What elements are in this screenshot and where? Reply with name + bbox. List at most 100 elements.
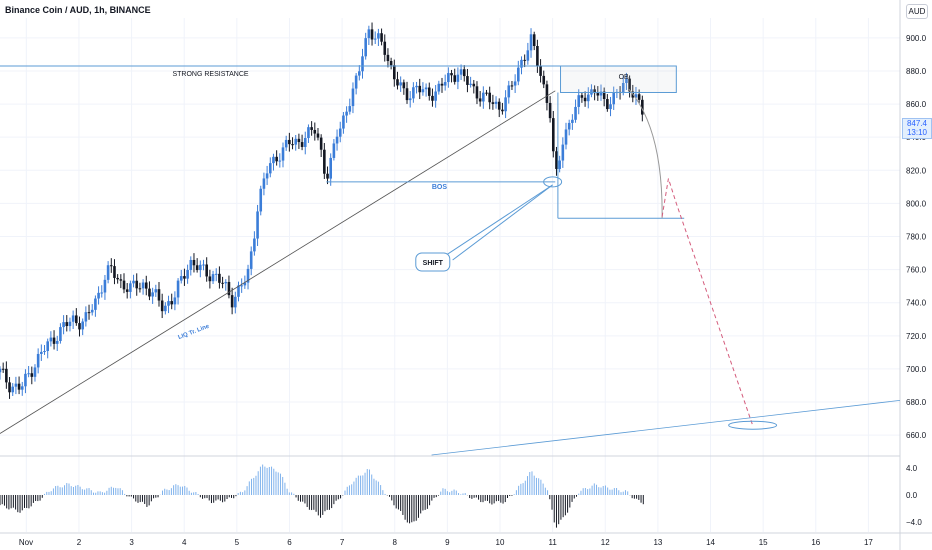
candle-body bbox=[281, 147, 285, 161]
candle-body bbox=[94, 298, 97, 310]
x-tick-label: Nov bbox=[19, 538, 33, 547]
candle-body bbox=[472, 83, 476, 87]
y-tick-label: 900.0 bbox=[906, 34, 927, 43]
candle-body bbox=[380, 33, 383, 42]
shift-pointer-1 bbox=[444, 184, 553, 257]
candle-body bbox=[243, 282, 247, 286]
candle-body bbox=[621, 83, 625, 93]
candle-body bbox=[462, 69, 466, 77]
candle-body bbox=[504, 97, 507, 112]
candle-body bbox=[97, 292, 100, 299]
candle-body bbox=[548, 102, 552, 119]
candle-body bbox=[427, 87, 431, 96]
candle-body bbox=[265, 173, 269, 179]
candle-body bbox=[284, 139, 288, 148]
candle-body bbox=[113, 266, 116, 278]
candle-body bbox=[491, 102, 495, 104]
candle-body bbox=[17, 383, 21, 390]
candle-body bbox=[81, 321, 84, 330]
candle-body bbox=[14, 383, 18, 387]
x-tick-label: 12 bbox=[601, 538, 610, 547]
candle-body bbox=[262, 178, 266, 189]
candle-body bbox=[342, 115, 345, 129]
candle-body bbox=[523, 59, 526, 61]
candle-body bbox=[300, 142, 304, 147]
candle-body bbox=[335, 136, 339, 144]
last-price-tag: 847.4 13:10 bbox=[902, 118, 932, 139]
candle-body bbox=[323, 149, 326, 174]
candle-body bbox=[224, 281, 228, 284]
candle-body bbox=[443, 82, 447, 86]
candle-body bbox=[237, 285, 240, 297]
candle-body bbox=[440, 83, 444, 86]
candle-body bbox=[78, 323, 81, 330]
candle-body bbox=[348, 106, 352, 112]
candle-body bbox=[297, 138, 301, 143]
candle-body bbox=[170, 301, 174, 305]
candle-body bbox=[135, 280, 139, 289]
candle-body bbox=[291, 144, 294, 146]
y-tick-label: 780.0 bbox=[906, 233, 927, 242]
candle-body bbox=[602, 91, 606, 100]
candle-body bbox=[577, 95, 581, 107]
candle-body bbox=[141, 282, 145, 289]
candle-body bbox=[345, 111, 348, 116]
x-tick-label: 8 bbox=[393, 538, 398, 547]
candle-body bbox=[377, 33, 380, 39]
candle-body bbox=[358, 71, 361, 76]
candle-body bbox=[307, 127, 310, 139]
osc-y-tick-label: 4.0 bbox=[906, 464, 918, 473]
y-tick-label: 740.0 bbox=[906, 299, 927, 308]
candle-body bbox=[599, 91, 603, 96]
candle-body bbox=[192, 259, 196, 266]
candle-body bbox=[5, 368, 8, 383]
candle-body bbox=[132, 280, 135, 284]
candle-body bbox=[116, 277, 119, 280]
candle-body bbox=[517, 67, 520, 82]
candle-body bbox=[109, 265, 113, 267]
candle-body bbox=[386, 54, 390, 62]
candle-body bbox=[424, 87, 428, 90]
y-tick-label: 680.0 bbox=[906, 398, 927, 407]
last-price-countdown: 13:10 bbox=[906, 128, 928, 137]
candle-body bbox=[157, 289, 161, 301]
candle-body bbox=[593, 89, 596, 94]
candle-body bbox=[202, 264, 205, 266]
candle-body bbox=[40, 351, 43, 354]
projection-dashed bbox=[661, 178, 754, 426]
candle-body bbox=[361, 56, 364, 72]
candle-body bbox=[208, 276, 212, 282]
candle-body bbox=[68, 321, 72, 327]
candle-body bbox=[20, 386, 24, 390]
currency-button[interactable]: AUD bbox=[906, 4, 928, 19]
candle-body bbox=[151, 292, 154, 297]
candle-body bbox=[275, 156, 278, 162]
candle-body bbox=[580, 95, 584, 98]
candle-body bbox=[329, 157, 333, 179]
candle-body bbox=[100, 292, 104, 294]
y-tick-label: 800.0 bbox=[906, 199, 927, 208]
candle-body bbox=[586, 94, 590, 102]
candle-body bbox=[431, 95, 434, 101]
candle-body bbox=[55, 340, 59, 344]
candle-body bbox=[288, 139, 291, 145]
candle-body bbox=[87, 312, 91, 314]
x-tick-label: 9 bbox=[445, 538, 450, 547]
candle-body bbox=[52, 337, 56, 344]
x-tick-label: 10 bbox=[496, 538, 505, 547]
trendline-label: LIQ Tr. Line bbox=[178, 323, 211, 341]
candle-body bbox=[27, 373, 30, 375]
x-tick-label: 15 bbox=[759, 538, 768, 547]
candle-body bbox=[567, 122, 571, 130]
candle-body bbox=[144, 282, 148, 289]
candle-body bbox=[564, 129, 568, 145]
candle-body bbox=[218, 273, 221, 283]
y-tick-label: 720.0 bbox=[906, 332, 927, 341]
x-tick-label: 11 bbox=[548, 538, 557, 547]
y-tick-label: 760.0 bbox=[906, 266, 927, 275]
candle-body bbox=[609, 104, 612, 110]
candle-body bbox=[59, 327, 62, 341]
shift-label: SHIFT bbox=[423, 260, 444, 267]
last-price-value: 847.4 bbox=[906, 119, 928, 128]
